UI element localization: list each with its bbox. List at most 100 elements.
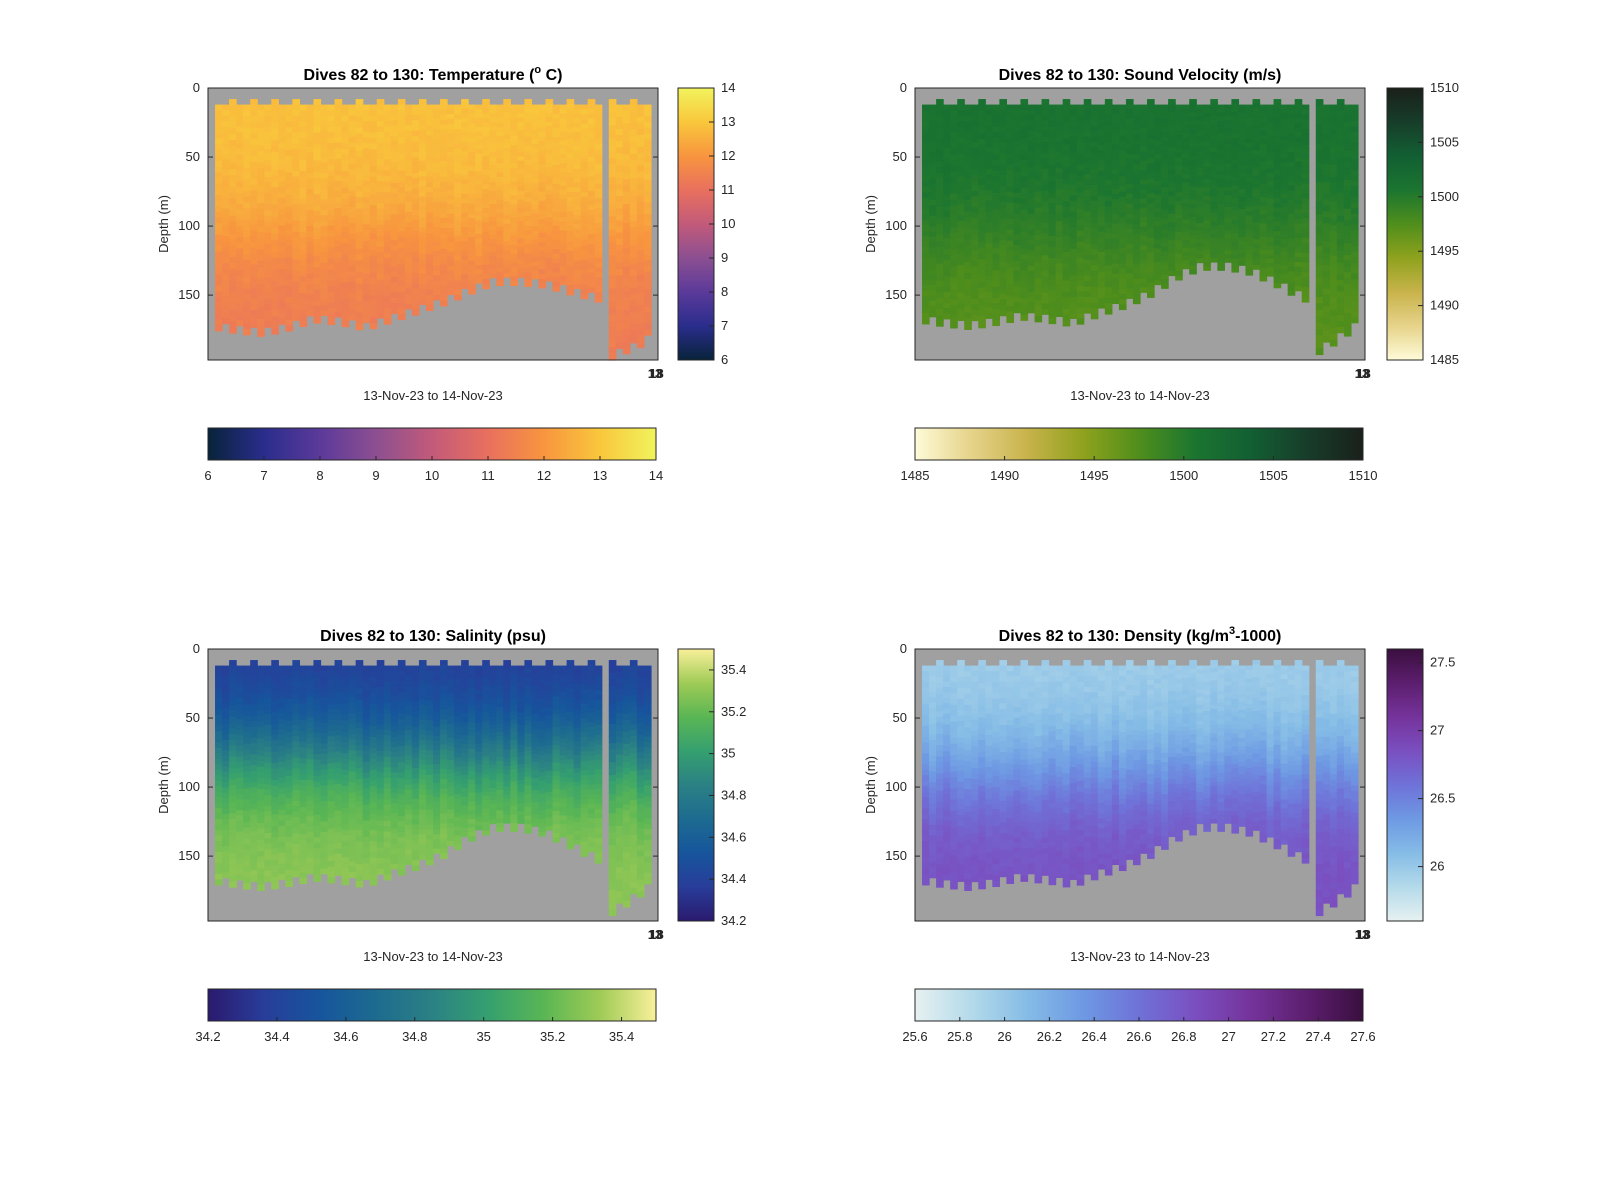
heatmap-cell — [475, 140, 483, 146]
profile-column — [468, 104, 476, 295]
heatmap-cell — [1062, 240, 1071, 248]
heatmap-cell — [978, 293, 986, 300]
heatmap-cell — [1238, 116, 1247, 122]
heatmap-cell — [615, 141, 624, 148]
heatmap-cell — [215, 144, 223, 151]
heatmap-cell — [1034, 272, 1043, 279]
heatmap-cell — [1238, 192, 1247, 198]
x-tick-label: 13 — [648, 366, 662, 381]
heatmap-cell — [929, 279, 937, 286]
heatmap-cell — [454, 192, 462, 198]
heatmap-cell — [1104, 281, 1113, 288]
heatmap-cell — [1006, 126, 1015, 133]
heatmap-cell — [1154, 136, 1162, 142]
heatmap-cell — [489, 191, 497, 197]
heatmap-cell — [943, 217, 951, 224]
heatmap-cell — [573, 155, 582, 161]
heatmap-cell — [566, 231, 575, 237]
heatmap-cell — [236, 270, 244, 277]
heatmap-cell — [236, 137, 244, 144]
heatmap-cell — [1343, 139, 1352, 146]
heatmap-cell — [957, 148, 965, 155]
heatmap-cell — [629, 239, 638, 246]
heatmap-cell — [475, 144, 483, 150]
heatmap-cell — [545, 185, 554, 191]
heatmap-cell — [1027, 187, 1036, 194]
heatmap-cell — [1020, 187, 1029, 194]
heatmap-cell — [1104, 185, 1113, 191]
heatmap-cell — [1125, 248, 1134, 255]
heatmap-cell — [587, 234, 596, 240]
heatmap-cell — [1140, 132, 1148, 139]
heatmap-cell — [468, 142, 476, 148]
heatmap-cell — [1315, 143, 1324, 151]
heatmap-cell — [608, 203, 617, 211]
heatmap-cell — [411, 241, 420, 248]
heatmap-cell — [629, 245, 638, 253]
heatmap-cell — [922, 258, 930, 265]
heatmap-cell — [229, 245, 237, 252]
heatmap-cell — [299, 282, 308, 289]
heatmap-cell — [643, 265, 652, 273]
heatmap-cell — [552, 155, 561, 162]
heatmap-cell — [971, 298, 979, 305]
heatmap-cell — [229, 297, 237, 305]
heatmap-cell — [271, 281, 279, 288]
heatmap-cell — [425, 222, 434, 229]
heatmap-cell — [250, 224, 258, 231]
heatmap-cell — [950, 216, 958, 223]
heatmap-cell — [1048, 241, 1057, 248]
heatmap-cell — [1196, 246, 1204, 252]
heatmap-cell — [629, 208, 638, 216]
heatmap-cell — [292, 220, 301, 227]
heatmap-cell — [433, 216, 441, 223]
heatmap-cell — [1252, 252, 1261, 258]
heatmap-cell — [489, 251, 497, 257]
heatmap-cell — [545, 194, 554, 200]
profile-column — [1203, 104, 1211, 271]
heatmap-cell — [447, 133, 455, 139]
heatmap-cell — [1210, 119, 1218, 125]
heatmap-cell — [573, 279, 582, 285]
heatmap-cell — [1203, 183, 1211, 189]
heatmap-cell — [510, 163, 518, 169]
heatmap-cell — [341, 148, 350, 156]
heatmap-cell — [985, 125, 993, 132]
heatmap-cell — [964, 205, 972, 212]
heatmap-cell — [390, 209, 399, 215]
heatmap-cell — [468, 265, 476, 271]
heatmap-cell — [1329, 122, 1338, 130]
heatmap-cell — [608, 353, 617, 361]
heatmap-cell — [643, 127, 652, 134]
heatmap-cell — [264, 132, 272, 139]
heatmap-cell — [1034, 224, 1043, 231]
heatmap-cell — [355, 283, 364, 290]
heatmap-cell — [1217, 253, 1225, 259]
heatmap-cell — [559, 230, 568, 236]
heatmap-cell — [1217, 145, 1225, 151]
heatmap-cell — [383, 219, 392, 226]
heatmap-cell — [271, 263, 279, 270]
heatmap-cell — [355, 122, 364, 129]
heatmap-cell — [1259, 188, 1268, 194]
heatmap-cell — [1210, 225, 1218, 230]
heatmap-cell — [468, 166, 476, 172]
heatmap-cell — [622, 154, 631, 162]
heatmap-cell — [1069, 248, 1078, 255]
heatmap-cell — [348, 131, 357, 138]
heatmap-cell — [1006, 153, 1015, 160]
heatmap-cell — [425, 171, 434, 178]
heatmap-cell — [636, 110, 645, 118]
heatmap-cell — [1266, 271, 1275, 277]
heatmap-cell — [1147, 113, 1155, 120]
heatmap-cell — [482, 222, 490, 228]
heatmap-cell — [489, 139, 497, 145]
heatmap-cell — [348, 185, 357, 192]
heatmap-cell — [1203, 141, 1211, 147]
heatmap-cell — [1132, 218, 1141, 225]
profile-column — [985, 104, 993, 319]
heatmap-cell — [1055, 199, 1064, 206]
heatmap-cell — [503, 201, 511, 207]
heatmap-cell — [1273, 259, 1282, 265]
heatmap-cell — [1231, 168, 1240, 174]
